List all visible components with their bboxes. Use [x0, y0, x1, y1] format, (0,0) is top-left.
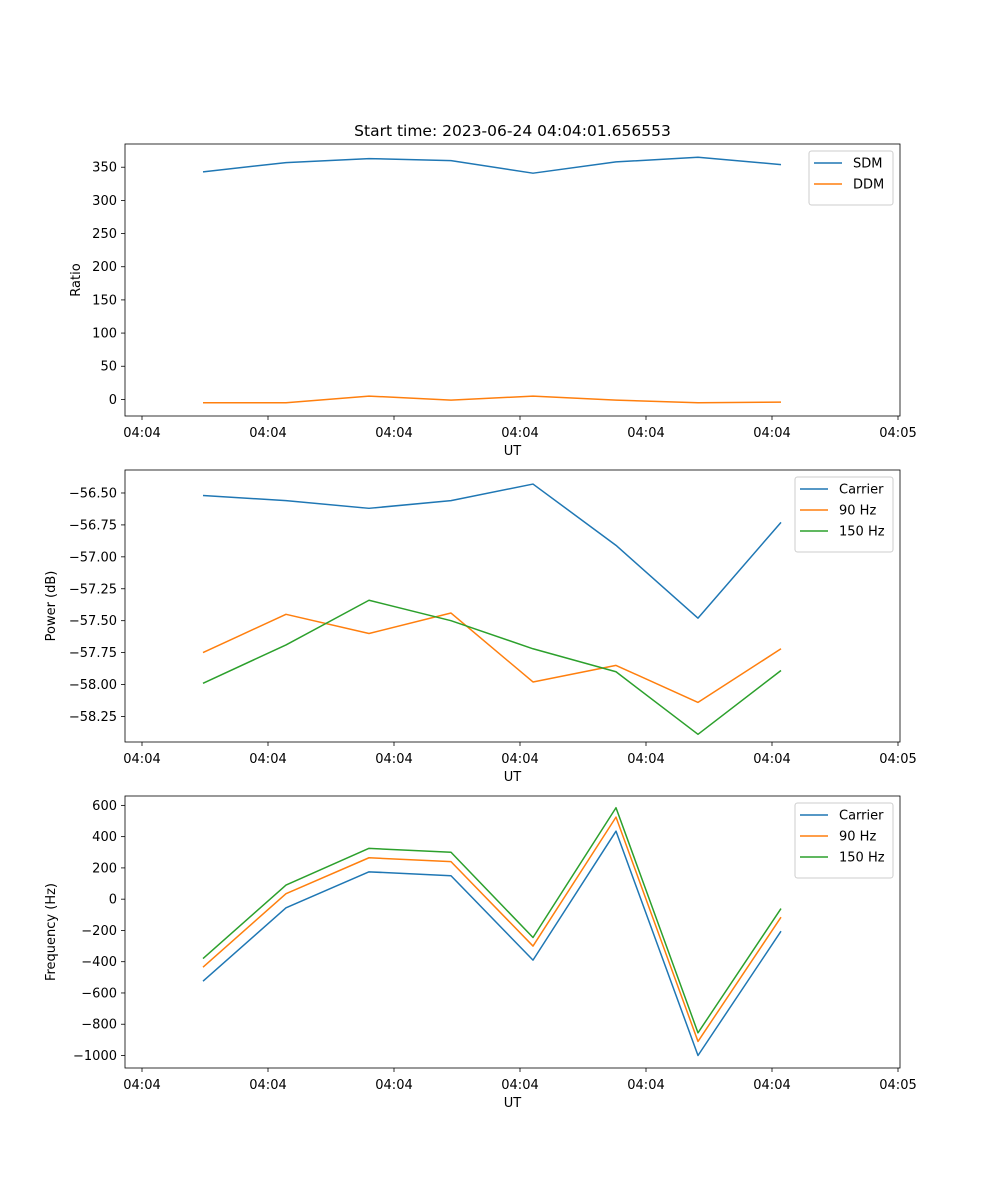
y-tick-label: −200	[81, 924, 117, 939]
x-axis-label: UT	[504, 444, 522, 459]
axes-frame	[124, 143, 901, 417]
y-tick-label: 0	[109, 393, 117, 408]
legend: Carrier 90 Hz 150 Hz	[794, 802, 894, 879]
y-tick-label: 400	[92, 830, 117, 845]
legend: Carrier 90 Hz 150 Hz	[794, 476, 894, 553]
panel-3: 04:04 04:04 04:04 04:04 04:04 04:04 04:05 600 40…	[44, 795, 917, 1111]
x-tick-label: 04:04	[753, 1078, 790, 1093]
series-line-sdm	[202, 156, 782, 174]
x-tick-label: 04:04	[627, 752, 664, 767]
y-tick-label: 200	[92, 260, 117, 275]
x-tick-label: 04:04	[501, 752, 538, 767]
legend-label: Carrier	[839, 809, 884, 824]
legend-label: DDM	[853, 178, 884, 193]
series-line-carrier	[202, 830, 782, 1057]
x-tick-label: 04:04	[375, 426, 412, 441]
y-tick-label: 300	[92, 194, 117, 209]
y-axis-label: Frequency (Hz)	[44, 883, 59, 981]
x-axis-label: UT	[504, 770, 522, 785]
x-tick-label: 04:04	[249, 1078, 286, 1093]
x-tick-label: 04:04	[375, 752, 412, 767]
y-tick-label: 200	[92, 861, 117, 876]
x-tick-label: 04:04	[627, 1078, 664, 1093]
chart-title: Start time: 2023-06-24 04:04:01.656553	[354, 122, 671, 140]
legend-label: 90 Hz	[839, 830, 876, 845]
panel-1: 04:04 04:04 04:04 04:04 04:04 04:04 04:05 0 50 10…	[69, 143, 917, 459]
y-tick-label: 50	[100, 360, 117, 375]
y-tick-label: 600	[92, 799, 117, 814]
x-tick-label: 04:04	[123, 1078, 160, 1093]
series-line-90-hz	[202, 612, 782, 704]
legend-box	[794, 802, 894, 879]
series-line-150-hz	[202, 806, 782, 1034]
x-tick-label: 04:04	[123, 426, 160, 441]
y-tick-label: −56.75	[69, 518, 117, 533]
y-tick-label: −57.25	[69, 582, 117, 597]
x-tick-label: 04:04	[753, 752, 790, 767]
axes-frame	[124, 795, 901, 1069]
y-tick-label: −58.00	[69, 678, 117, 693]
y-tick-label: −57.50	[69, 614, 117, 629]
y-tick-label: −1000	[73, 1049, 117, 1064]
legend-box	[794, 476, 894, 553]
x-tick-label: 04:04	[501, 1078, 538, 1093]
y-tick-label: 150	[92, 293, 117, 308]
panel-2: 04:04 04:04 04:04 04:04 04:04 04:04 04:05 −56.5…	[44, 469, 917, 785]
series-line-carrier	[202, 483, 782, 619]
x-tick-label: 04:04	[249, 752, 286, 767]
series-line-90-hz	[202, 816, 782, 1043]
y-tick-label: 250	[92, 227, 117, 242]
legend-label: 150 Hz	[839, 851, 885, 866]
series-line-ddm	[203, 395, 782, 404]
legend-label: SDM	[853, 157, 882, 172]
y-tick-label: −800	[81, 1018, 117, 1033]
y-tick-label: 350	[92, 161, 117, 176]
x-axis-label: UT	[504, 1096, 522, 1111]
y-tick-label: 0	[109, 893, 117, 908]
x-tick-label: 04:04	[501, 426, 538, 441]
y-tick-label: −400	[81, 955, 117, 970]
x-tick-label: 04:05	[879, 426, 916, 441]
y-tick-label: −57.75	[69, 646, 117, 661]
x-tick-label: 04:04	[753, 426, 790, 441]
axes-frame	[124, 469, 901, 743]
series-line-150-hz	[202, 599, 782, 736]
y-axis-label: Ratio	[69, 263, 84, 296]
y-tick-label: −58.25	[69, 710, 117, 725]
x-tick-label: 04:04	[249, 426, 286, 441]
legend-label: 90 Hz	[839, 504, 876, 519]
y-axis-label: Power (dB)	[44, 571, 59, 642]
legend: SDM DDM	[808, 150, 894, 206]
x-tick-label: 04:04	[627, 426, 664, 441]
x-tick-label: 04:04	[123, 752, 160, 767]
legend-label: Carrier	[839, 483, 884, 498]
x-tick-label: 04:05	[879, 752, 916, 767]
y-tick-label: −56.50	[69, 486, 117, 501]
y-tick-label: 100	[92, 327, 117, 342]
x-tick-label: 04:04	[375, 1078, 412, 1093]
legend-box	[808, 150, 894, 206]
x-tick-label: 04:05	[879, 1078, 916, 1093]
y-tick-label: −600	[81, 986, 117, 1001]
y-tick-label: −57.00	[69, 550, 117, 565]
legend-label: 150 Hz	[839, 525, 885, 540]
